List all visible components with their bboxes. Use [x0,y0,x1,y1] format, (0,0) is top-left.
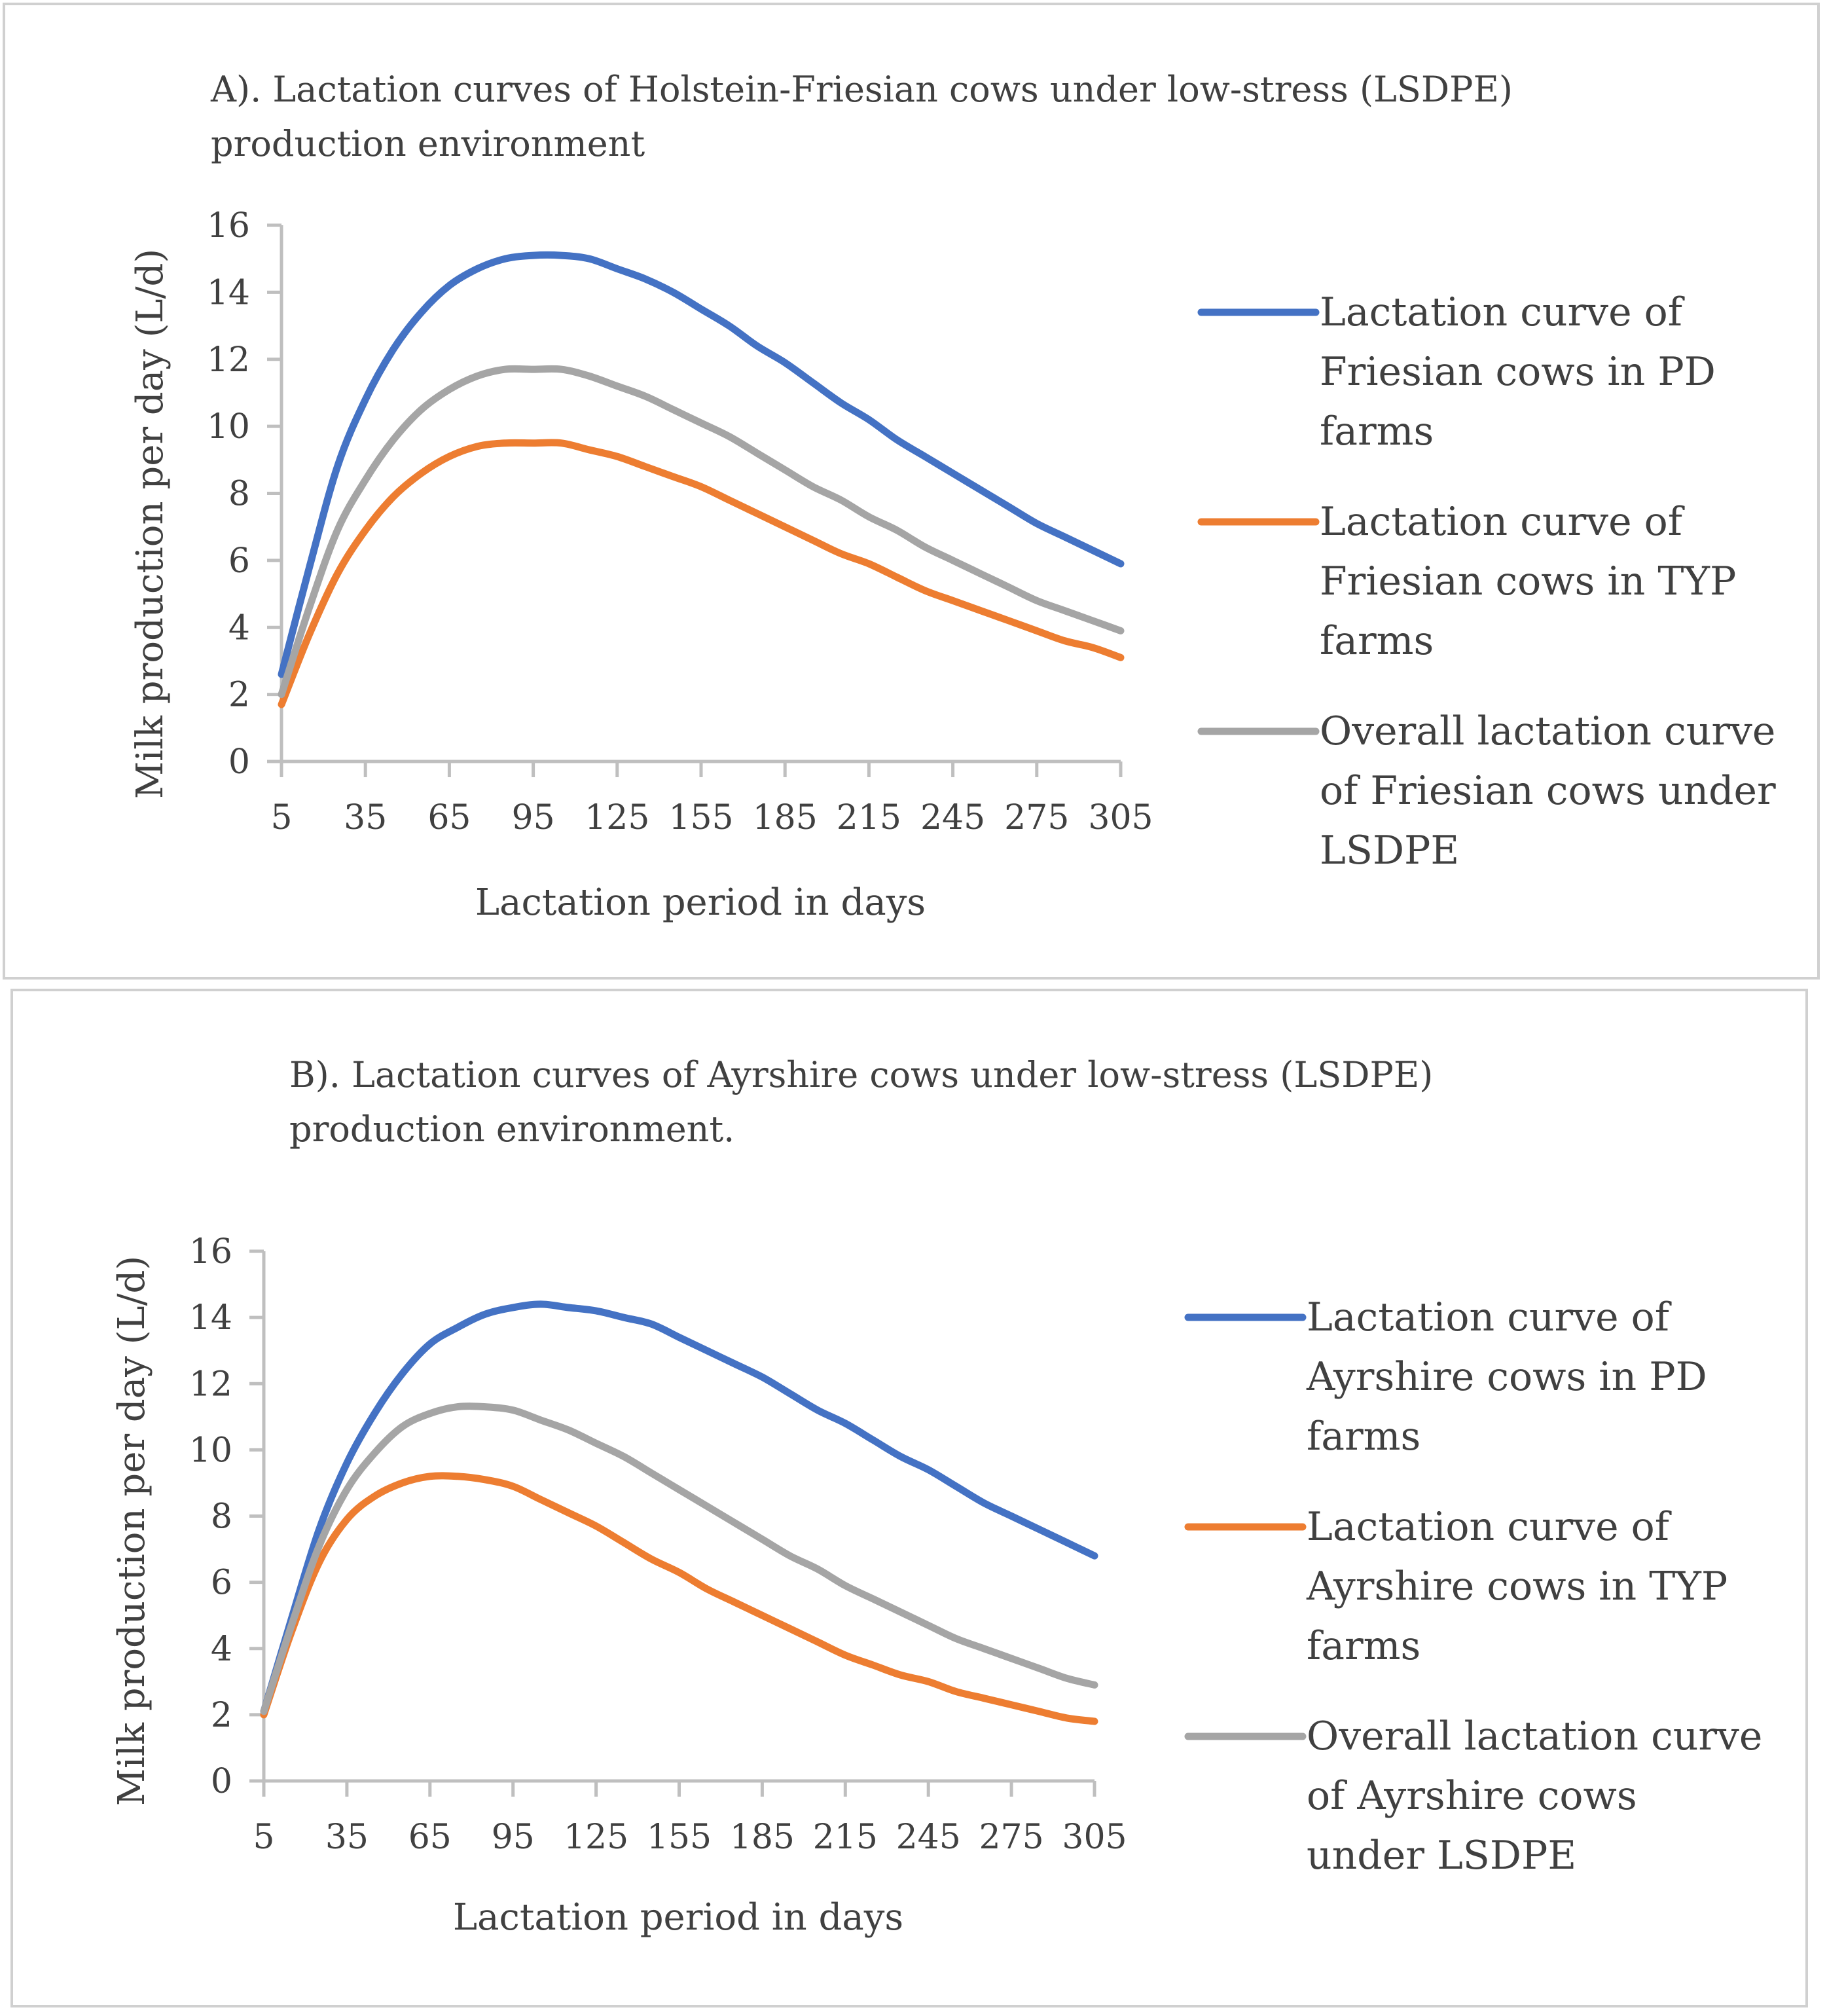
legend-label-overall-line-1: Overall lactation curve [1307,1714,1762,1759]
x-tick-label: 215 [813,1818,878,1857]
legend-label-typ-line-1: Lactation curve of [1320,499,1685,545]
x-tick-label: 155 [668,798,733,837]
legend-label-overall-line-1: Overall lactation curve [1320,708,1775,754]
x-tick-label: 245 [920,798,985,837]
y-tick-label: 4 [211,1630,232,1669]
x-tick-label: 35 [325,1818,369,1857]
y-tick-label: 0 [228,742,250,782]
x-tick-label: 245 [896,1818,961,1857]
y-tick-label: 0 [211,1762,232,1801]
series-lines [260,1300,1098,1725]
legend-label-overall-line-3: under LSDPE [1307,1833,1576,1879]
y-tick-label: 2 [228,676,250,715]
series-line-pd [278,251,1125,678]
series-line-pd [260,1300,1098,1715]
legend-label-pd-line-2: Friesian cows in PD [1320,349,1716,395]
legend: Lactation curve of Ayrshire cows in PD f… [1184,1294,1762,1879]
x-tick-label: 65 [408,1818,452,1857]
legend-label-typ-line-3: farms [1320,618,1434,664]
y-tick-label: 6 [211,1564,232,1603]
legend-label-pd-line-1: Lactation curve of [1320,289,1685,335]
panel-b-frame [10,989,1808,2007]
x-tick-label: 5 [270,798,292,837]
x-tick-label: 65 [427,798,471,837]
y-tick-label: 10 [189,1431,232,1470]
legend-label-overall-line-2: of Friesian cows under [1320,768,1776,814]
x-axis-title: Lactation period in days [453,1896,903,1939]
legend: Lactation curve of Friesian cows in PD f… [1197,289,1776,873]
x-tick-label: 125 [564,1818,628,1857]
y-tick-label: 8 [211,1497,232,1537]
panel-a-frame [3,3,1820,980]
legend-label-pd-line-1: Lactation curve of [1307,1294,1672,1340]
y-axis-title: Milk production per day (L/d) [129,249,172,799]
y-tick-label: 16 [207,206,250,246]
x-tick-label: 155 [647,1818,712,1857]
y-tick-label: 4 [228,608,250,648]
panel-a: A). Lactation curves of Holstein-Friesia… [3,3,1820,980]
series-lines [278,251,1125,708]
x-tick-label: 215 [837,798,901,837]
x-axis-title: Lactation period in days [475,881,926,924]
series-line-overall [260,1402,1098,1715]
legend-label-pd-line-2: Ayrshire cows in PD [1306,1354,1707,1400]
x-tick-label: 305 [1062,1818,1127,1857]
chart-title-line-2: production environment. [289,1109,734,1150]
legend-label-typ-line-3: farms [1307,1623,1420,1669]
y-axis-title: Milk production per day (L/d) [111,1256,153,1806]
x-tick-label: 305 [1088,798,1153,837]
x-tick-label: 95 [492,1818,535,1857]
x-tick-label: 125 [585,798,649,837]
legend-label-overall-line-2: of Ayrshire cows [1307,1773,1637,1819]
chart-title-line-1: B). Lactation curves of Ayrshire cows un… [289,1054,1433,1095]
y-tick-label: 16 [189,1232,232,1272]
y-tick-label: 12 [189,1365,232,1404]
y-tick-label: 2 [211,1696,232,1735]
axes: 0 2 4 6 8 10 12 14 16 5 35 65 95 125 155 185 215 245 275 30… [189,1232,1127,1857]
legend-label-typ-line-2: Friesian cows in TYP [1320,559,1736,604]
legend-label-overall-line-3: LSDPE [1320,828,1459,873]
x-tick-label: 185 [753,798,818,837]
y-tick-label: 14 [207,273,250,312]
chart-title-line-2: production environment [211,123,645,164]
legend-label-typ-line-2: Ayrshire cows in TYP [1306,1564,1728,1609]
x-tick-label: 185 [730,1818,795,1857]
y-tick-label: 6 [228,541,250,581]
legend-label-pd-line-3: farms [1307,1414,1420,1459]
x-tick-label: 275 [1004,798,1069,837]
y-tick-label: 12 [207,340,250,380]
series-line-typ [278,439,1125,708]
y-tick-label: 14 [189,1298,232,1338]
legend-label-typ-line-1: Lactation curve of [1307,1504,1672,1550]
x-tick-label: 5 [253,1818,274,1857]
series-line-typ [260,1472,1098,1725]
y-tick-label: 10 [207,407,250,447]
legend-label-pd-line-3: farms [1320,409,1434,454]
series-line-overall [278,365,1125,699]
chart-title-line-1: A). Lactation curves of Holstein-Friesia… [210,69,1513,110]
x-tick-label: 275 [979,1818,1043,1857]
x-tick-label: 95 [512,798,555,837]
y-tick-label: 8 [228,475,250,514]
panel-b: B). Lactation curves of Ayrshire cows un… [10,989,1808,2007]
x-tick-label: 35 [344,798,387,837]
